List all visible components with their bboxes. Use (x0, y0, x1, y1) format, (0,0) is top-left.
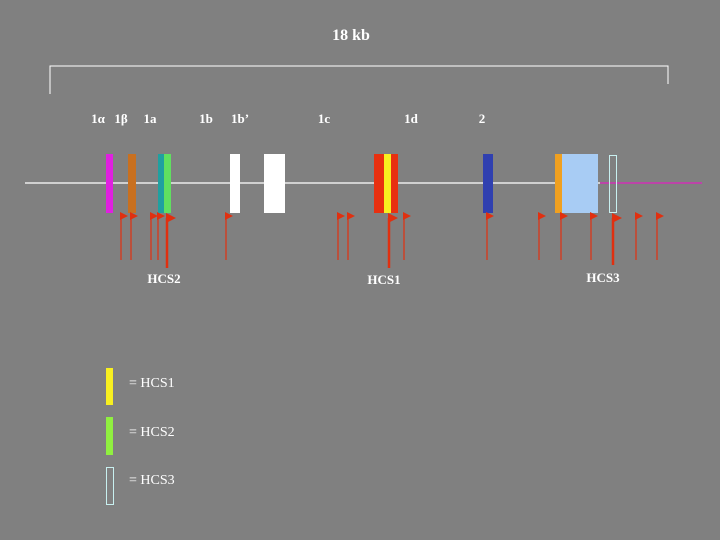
exon (230, 154, 240, 213)
site-label: HCS3 (586, 270, 620, 285)
exon-label: 1c (318, 111, 331, 126)
exon (158, 154, 164, 213)
exon-label: 2 (479, 111, 486, 126)
exon (128, 154, 136, 213)
legend-swatch (106, 368, 113, 405)
exon (555, 154, 562, 213)
site-label: HCS1 (367, 272, 400, 287)
exon (562, 154, 598, 213)
exon (164, 154, 171, 213)
exon-label: 1α (91, 111, 106, 126)
exon-labels: 1α 1β 1a 1b 1b’ 1c 1d 2 (91, 111, 485, 126)
exon (609, 155, 617, 213)
exon (384, 154, 391, 213)
exon-label: 1d (404, 111, 419, 126)
exon-label: 1a (144, 111, 158, 126)
exon-label: 1b (199, 111, 213, 126)
exon-label: 1β (114, 111, 128, 126)
legend-swatch (106, 467, 114, 505)
legend-label: = HCS3 (129, 473, 175, 488)
exon-label: 1b’ (231, 111, 249, 126)
legend-swatch (106, 417, 113, 455)
exons (106, 154, 617, 213)
scale-bracket (49, 65, 669, 94)
legend-label: = HCS2 (129, 425, 175, 440)
exon (106, 154, 113, 213)
site-label: HCS2 (147, 271, 180, 286)
title: 18 kb (332, 27, 370, 44)
exon (264, 154, 285, 213)
exon (483, 154, 493, 213)
legend: = HCS1 = HCS2 = HCS3 (106, 368, 175, 505)
arrows (120, 212, 664, 268)
legend-label: = HCS1 (129, 376, 175, 391)
